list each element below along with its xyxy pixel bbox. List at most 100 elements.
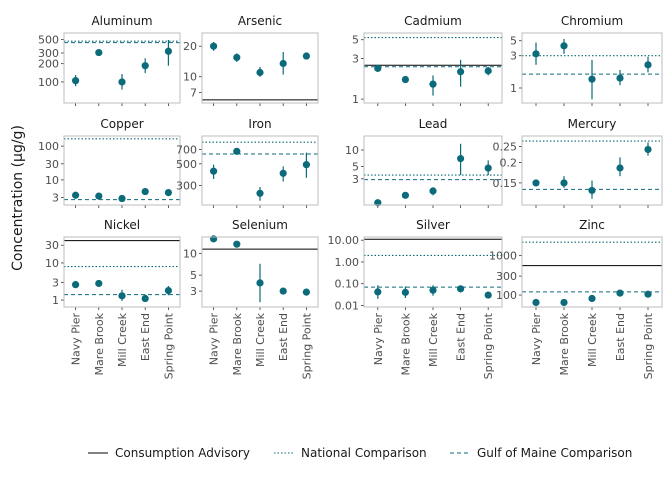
y-tick-label: 5: [352, 161, 359, 174]
point-mill-creek: [429, 80, 437, 88]
panels-group: Aluminum100200300500Arsenic71020Cadmium1…: [38, 14, 663, 312]
panel-cadmium: Cadmium 1 3 5: [352, 14, 503, 106]
panel-border: [201, 135, 319, 206]
point-mill-creek: [118, 292, 126, 300]
panel-border: [521, 32, 663, 104]
point-spring-point: [644, 290, 652, 298]
point-east-end: [457, 154, 465, 163]
point-spring-point: [644, 145, 652, 154]
point-mare-brook: [233, 53, 241, 62]
point-navy-pier: [374, 64, 382, 72]
y-tick-label: 5: [190, 269, 197, 282]
point-navy-pier: [532, 50, 540, 58]
panel-border: [63, 236, 181, 308]
y-tick-label: 1: [510, 82, 517, 95]
point-spring-point: [484, 291, 492, 299]
point-east-end: [141, 187, 149, 196]
y-tick-label: 500: [38, 34, 59, 47]
point-spring-point: [302, 288, 310, 296]
y-tick-label: 0.15: [493, 177, 518, 190]
panel-selenium: Selenium 3 5 10: [183, 218, 319, 310]
y-tick-label: 100: [496, 289, 517, 302]
panel-mercury: Mercury 0.15 0.2 0.25: [493, 117, 663, 208]
point-spring-point: [302, 161, 310, 169]
y-tick-label: 30: [45, 158, 59, 171]
panel-lead: Lead 35 10: [345, 117, 503, 208]
panel-title-iron: Iron: [248, 117, 271, 131]
y-tick-label: 7: [190, 86, 197, 99]
y-tick-label: 3: [510, 50, 517, 63]
panel-title-selenium: Selenium: [232, 218, 288, 232]
y-tick-label: 0.01: [335, 299, 360, 312]
y-tick-label: 0.2: [500, 156, 518, 169]
point-mill-creek: [256, 189, 264, 197]
point-navy-pier: [374, 288, 382, 296]
point-mill-creek: [118, 194, 126, 203]
panel-title-lead: Lead: [419, 117, 448, 131]
point-mill-creek: [429, 187, 437, 195]
x-tick-label-east-end: East End: [455, 313, 468, 361]
panel-border: [63, 32, 181, 104]
point-spring-point: [644, 61, 652, 69]
point-mare-brook: [560, 179, 568, 187]
point-navy-pier: [532, 298, 540, 307]
y-tick-label: 100: [38, 140, 59, 153]
panel-title-arsenic: Arsenic: [238, 14, 282, 28]
point-mare-brook: [95, 192, 103, 200]
panel-title-chromium: Chromium: [561, 14, 623, 28]
y-tick-label: 3: [52, 276, 59, 289]
point-spring-point: [484, 164, 492, 172]
point-east-end: [616, 74, 624, 82]
y-tick-label: 1: [352, 93, 359, 106]
point-east-end: [457, 285, 465, 293]
point-east-end: [279, 169, 287, 177]
y-tick-label: 5: [352, 34, 359, 47]
point-mare-brook: [560, 298, 568, 307]
point-navy-pier: [72, 77, 80, 85]
point-east-end: [279, 59, 287, 68]
panel-iron: Iron 300 500 700: [176, 117, 319, 208]
panel-title-mercury: Mercury: [568, 117, 617, 131]
point-east-end: [279, 287, 287, 295]
y-tick-label: 30: [45, 239, 59, 252]
point-spring-point: [484, 67, 492, 75]
legend-label-consumption-advisory: Consumption Advisory: [115, 446, 250, 460]
panel-border: [363, 32, 503, 104]
x-tick-label-east-end: East End: [139, 313, 152, 361]
legend: Consumption Advisory National Comparison G…: [88, 446, 632, 460]
point-navy-pier: [72, 191, 80, 199]
point-navy-pier: [532, 179, 540, 187]
point-spring-point: [164, 47, 172, 55]
panel-border: [201, 32, 319, 104]
point-mill-creek: [256, 68, 264, 77]
x-tick-label-spring-point: Spring Point: [300, 312, 313, 379]
panel-nickel: Nickel 1 3 10 30: [45, 218, 181, 310]
point-navy-pier: [210, 167, 218, 175]
panel-arsenic: Arsenic 7 10 20: [183, 14, 319, 106]
y-tick-label: 0.25: [493, 141, 518, 154]
point-mare-brook: [233, 147, 241, 155]
x-tick-label-mill-creek: Mill Creek: [427, 312, 440, 367]
point-mill-creek: [118, 78, 126, 86]
x-tick-label-east-end: East End: [277, 313, 290, 361]
y-tick-label: 3: [190, 285, 197, 298]
panel-title-zinc: Zinc: [579, 218, 605, 232]
point-navy-pier: [72, 281, 80, 289]
x-axis-labels: Navy Pier Mare Brook Mill Creek East End Spr…: [70, 312, 655, 379]
x-tick-label-mare-brook: Mare Brook: [93, 312, 106, 375]
x-tick-label-mare-brook: Mare Brook: [399, 312, 412, 375]
panel-title-cadmium: Cadmium: [404, 14, 462, 28]
point-spring-point: [302, 52, 310, 60]
panel-border: [363, 236, 503, 308]
legend-label-national-comparison: National Comparison: [301, 446, 427, 460]
point-mare-brook: [233, 240, 241, 248]
y-tick-label: 5: [510, 35, 517, 48]
point-mare-brook: [560, 42, 568, 50]
panel-title-nickel: Nickel: [104, 218, 140, 232]
x-tick-label-spring-point: Spring Point: [642, 312, 655, 379]
point-navy-pier: [210, 235, 218, 243]
point-mare-brook: [95, 48, 103, 57]
y-tick-label: 10: [45, 257, 59, 270]
y-tick-label: 0.10: [335, 278, 360, 291]
